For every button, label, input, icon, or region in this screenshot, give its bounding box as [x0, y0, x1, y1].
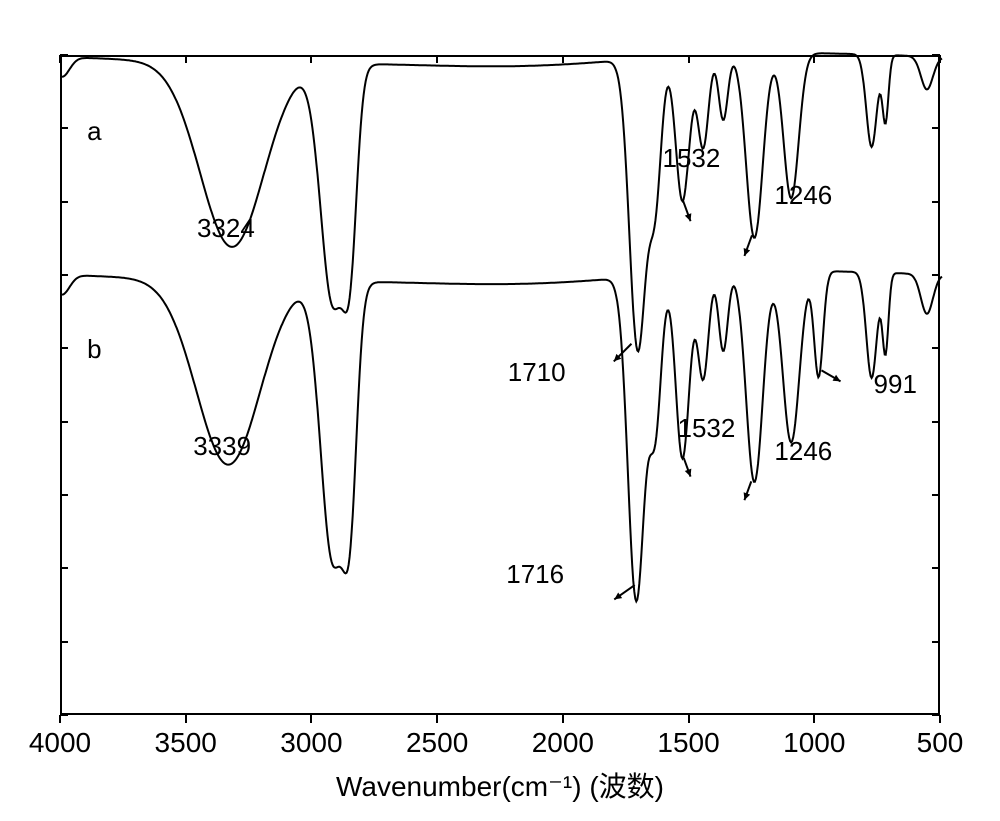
- y-tick-right: [932, 274, 940, 276]
- y-tick-right: [932, 421, 940, 423]
- plot-area: a3324171015321246b3339171615321246991: [60, 55, 940, 715]
- y-tick-left: [60, 494, 68, 496]
- y-tick-left: [60, 347, 68, 349]
- y-tick-left: [60, 54, 68, 56]
- y-tick-left: [60, 127, 68, 129]
- y-tick-right: [932, 347, 940, 349]
- x-tick-label: 1000: [764, 727, 864, 759]
- x-tick: [562, 715, 564, 723]
- y-tick-left: [60, 567, 68, 569]
- x-tick-label: 3500: [136, 727, 236, 759]
- y-tick-left: [60, 714, 68, 716]
- y-tick-right: [932, 494, 940, 496]
- x-tick-label: 2000: [513, 727, 613, 759]
- x-tick-top: [562, 55, 564, 63]
- x-tick-top: [939, 55, 941, 63]
- x-tick: [185, 715, 187, 723]
- x-tick-label: 1500: [639, 727, 739, 759]
- x-tick-label: 2500: [387, 727, 487, 759]
- x-tick-top: [59, 55, 61, 63]
- x-axis-label: Wavenumber(cm⁻¹) (波数): [60, 765, 940, 805]
- x-tick-top: [436, 55, 438, 63]
- x-tick: [939, 715, 941, 723]
- x-tick: [59, 715, 61, 723]
- y-tick-right: [932, 201, 940, 203]
- x-tick-top: [688, 55, 690, 63]
- x-tick-top: [813, 55, 815, 63]
- x-tick-label: 4000: [10, 727, 110, 759]
- y-tick-right: [932, 567, 940, 569]
- x-tick: [688, 715, 690, 723]
- y-tick-left: [60, 641, 68, 643]
- y-tick-right: [932, 127, 940, 129]
- x-tick-label: 3000: [261, 727, 361, 759]
- x-tick-top: [310, 55, 312, 63]
- labels-layer: a3324171015321246b3339171615321246991: [62, 57, 938, 713]
- arrow-icon: [62, 57, 942, 717]
- x-tick: [436, 715, 438, 723]
- x-tick-label: 500: [890, 727, 990, 759]
- y-tick-left: [60, 274, 68, 276]
- x-tick-top: [185, 55, 187, 63]
- y-tick-right: [932, 714, 940, 716]
- y-tick-right: [932, 54, 940, 56]
- y-tick-left: [60, 201, 68, 203]
- y-tick-right: [932, 641, 940, 643]
- y-tick-left: [60, 421, 68, 423]
- x-tick: [813, 715, 815, 723]
- x-tick: [310, 715, 312, 723]
